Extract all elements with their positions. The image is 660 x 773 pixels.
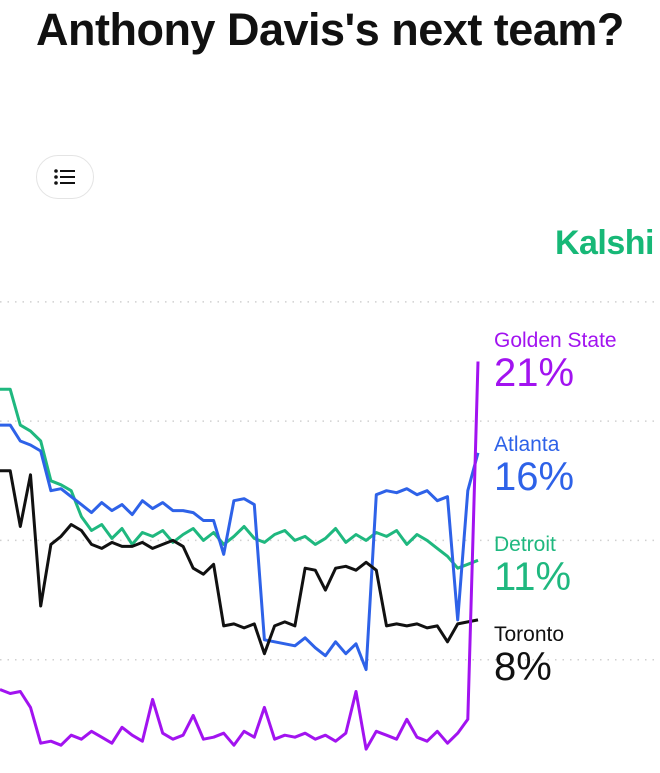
series-value-detroit: 11% [494,555,572,599]
series-value-atlanta: 16% [494,455,575,499]
series-name-detroit: Detroit [494,533,556,556]
series-value-toronto: 8% [494,645,552,689]
table-of-contents-button[interactable] [36,155,94,199]
series-name-golden-state: Golden State [494,329,617,352]
series-line-toronto [0,469,479,656]
page-title: Anthony Davis's next team? [36,4,624,55]
series-name-toronto: Toronto [494,623,565,646]
series-line-atlanta [0,423,480,672]
kalshi-logo: Kalshi [554,224,655,262]
list-icon [54,169,75,185]
series-name-atlanta: Atlanta [494,433,560,456]
line-chart [0,301,660,751]
series-line-detroit [0,387,479,570]
series-value-golden-state: 21% [494,351,575,395]
series-line-golden-state [0,361,480,751]
